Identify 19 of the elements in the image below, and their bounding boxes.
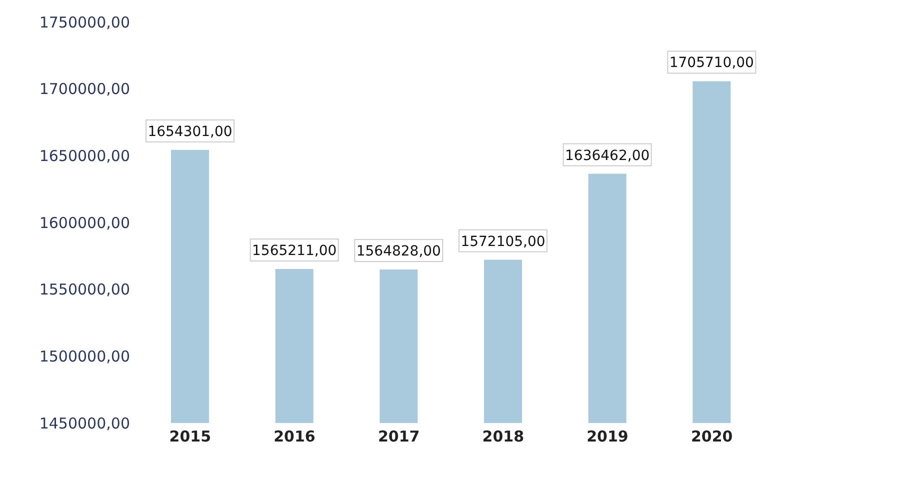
x-tick-label: 2019 <box>586 428 628 446</box>
data-label: 1705710,00 <box>669 55 754 72</box>
data-label: 1636462,00 <box>565 148 650 164</box>
x-tick-label: 2016 <box>274 428 316 446</box>
data-label: 1654301,00 <box>148 124 232 140</box>
y-tick-label: 1650000,00 <box>39 146 130 165</box>
x-tick-label: 2020 <box>690 428 733 446</box>
x-tick-label: 2015 <box>169 428 212 446</box>
data-label: 1572105,00 <box>460 234 546 250</box>
data-label: 1564828,00 <box>356 244 441 260</box>
data-label: 1565211,00 <box>252 243 337 259</box>
y-tick-label: 1450000,00 <box>39 414 130 432</box>
y-tick-label: 1700000,00 <box>39 80 130 98</box>
x-tick-label: 2017 <box>378 428 420 446</box>
y-tick-label: 1600000,00 <box>39 214 130 232</box>
y-tick-label: 1750000,00 <box>39 13 130 32</box>
x-tick-label: 2018 <box>482 428 524 446</box>
y-tick-label: 1500000,00 <box>39 347 130 366</box>
y-tick-label: 1550000,00 <box>39 280 130 299</box>
